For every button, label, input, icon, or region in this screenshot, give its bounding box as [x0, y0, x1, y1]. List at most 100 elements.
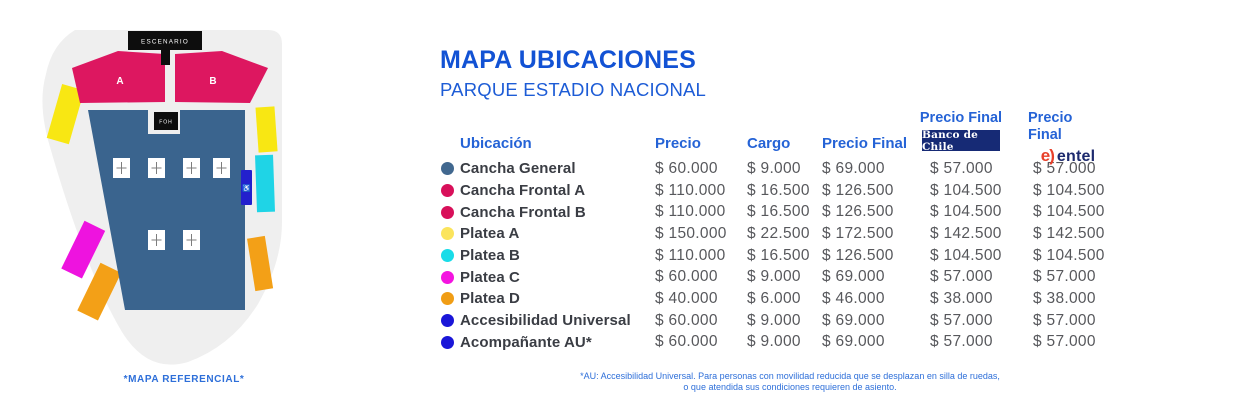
cell-banco: $ 104.500 — [930, 203, 1002, 221]
map-section-b-label: B — [209, 76, 216, 87]
section-label: Accesibilidad Universal — [460, 312, 631, 330]
cell-entel: $ 57.000 — [1033, 159, 1096, 177]
cell-precio: $ 60.000 — [655, 311, 718, 329]
section-label: Cancha Frontal A — [460, 182, 586, 200]
ubicacion-cell: Accesibilidad Universal — [440, 312, 655, 329]
section-color-dot — [441, 184, 454, 198]
ubicacion-cell: Platea A — [440, 225, 655, 242]
ubicacion-cell: Acompañante AU* — [440, 334, 655, 351]
table-row: Platea C $ 60.000 $ 9.000 $ 69.000 $ 57.… — [440, 266, 1140, 288]
cell-entel: $ 57.000 — [1033, 268, 1096, 286]
cell-banco: $ 57.000 — [930, 268, 993, 286]
cell-precio-final: $ 126.500 — [822, 246, 894, 264]
venue-map: A B ESCENARIO FOH ♿ — [30, 22, 290, 372]
cell-cargo: $ 16.500 — [747, 246, 810, 264]
section-color-dot — [441, 205, 454, 219]
map-caption: *MAPA REFERENCIAL* — [123, 374, 245, 385]
map-platea-a-right — [255, 106, 278, 153]
stage-box — [128, 31, 202, 50]
section-label: Cancha Frontal B — [460, 203, 586, 221]
col-header-cargo: Cargo — [747, 135, 791, 152]
section-label: Platea C — [460, 268, 520, 286]
cell-cargo: $ 9.000 — [747, 333, 801, 351]
section-color-dot — [441, 314, 454, 328]
cell-precio-final: $ 69.000 — [822, 268, 885, 286]
ubicacion-cell: Cancha General — [440, 160, 655, 177]
cell-precio-final: $ 172.500 — [822, 224, 894, 242]
cell-precio: $ 110.000 — [655, 181, 726, 199]
tower-boxes — [113, 158, 230, 250]
map-platea-d-left — [77, 262, 122, 321]
col-header-ubicacion: Ubicación — [460, 135, 532, 152]
cell-precio: $ 60.000 — [655, 333, 718, 351]
section-label: Platea B — [460, 247, 520, 265]
cell-cargo: $ 16.500 — [747, 181, 810, 199]
map-platea-b — [255, 154, 276, 213]
cell-precio: $ 150.000 — [655, 224, 727, 242]
foh-box — [154, 112, 178, 130]
section-color-dot — [441, 270, 454, 284]
ubicacion-cell: Cancha Frontal B — [440, 204, 655, 221]
table-row: Platea A $ 150.000 $ 22.500 $ 172.500 $ … — [440, 223, 1140, 245]
cell-precio-final: $ 69.000 — [822, 159, 885, 177]
cell-entel: $ 104.500 — [1033, 203, 1105, 221]
wheelchair-icon: ♿ — [242, 184, 251, 193]
cell-banco: $ 142.500 — [930, 224, 1002, 242]
map-platea-d-right — [247, 235, 274, 292]
entel-logo: e) entel — [1041, 146, 1095, 166]
cell-precio-final: $ 46.000 — [822, 289, 885, 307]
pricing-table: Ubicación Precio Cargo Precio Final Prec… — [440, 106, 1140, 353]
map-platea-a-left — [46, 84, 85, 145]
entel-precio-final-label: Precio Final — [1028, 110, 1073, 143]
section-color-dot — [441, 227, 454, 241]
cell-entel: $ 57.000 — [1033, 333, 1096, 351]
map-cancha-frontal-b — [175, 51, 268, 103]
table-row: Accesibilidad Universal $ 60.000 $ 9.000… — [440, 310, 1140, 332]
cell-cargo: $ 9.000 — [747, 268, 801, 286]
cell-precio: $ 40.000 — [655, 289, 718, 307]
page-title: MAPA UBICACIONES — [440, 46, 696, 74]
cell-entel: $ 38.000 — [1033, 289, 1096, 307]
cell-entel: $ 142.500 — [1033, 224, 1105, 242]
entel-wordmark: entel — [1056, 148, 1096, 165]
entel-e-icon: e) — [1040, 146, 1055, 165]
section-color-dot — [441, 249, 454, 263]
col-header-banco: Precio Final Banco de Chile — [918, 110, 1004, 153]
ubicacion-cell: Platea C — [440, 269, 655, 286]
ubicacion-cell: Platea B — [440, 247, 655, 264]
table-row: Cancha Frontal B $ 110.000 $ 16.500 $ 12… — [440, 201, 1140, 223]
footnote-line2: o que atendida sus condiciones requieren… — [683, 382, 897, 392]
stage-label: ESCENARIO — [141, 39, 189, 46]
cell-entel: $ 104.500 — [1033, 181, 1105, 199]
col-header-precio: Precio — [655, 135, 701, 152]
cell-banco: $ 104.500 — [930, 246, 1002, 264]
table-row: Cancha General $ 60.000 $ 9.000 $ 69.000… — [440, 158, 1140, 180]
cell-precio-final: $ 126.500 — [822, 203, 894, 221]
section-label: Platea A — [460, 225, 520, 243]
map-cancha-frontal-a — [72, 51, 165, 103]
ubicacion-cell: Cancha Frontal A — [440, 182, 655, 199]
stage-stub — [161, 50, 170, 65]
cell-precio: $ 60.000 — [655, 268, 718, 286]
col-header-entel: Precio Final e) entel — [1028, 110, 1108, 166]
cell-precio-final: $ 69.000 — [822, 333, 885, 351]
table-row: Acompañante AU* $ 60.000 $ 9.000 $ 69.00… — [440, 332, 1140, 354]
cell-banco: $ 57.000 — [930, 311, 993, 329]
foh-label: FOH — [159, 120, 173, 126]
cell-cargo: $ 9.000 — [747, 159, 801, 177]
section-label: Platea D — [460, 290, 520, 308]
cell-cargo: $ 9.000 — [747, 311, 801, 329]
cell-banco: $ 57.000 — [930, 333, 993, 351]
table-row: Cancha Frontal A $ 110.000 $ 16.500 $ 12… — [440, 180, 1140, 202]
section-label: Acompañante AU* — [460, 333, 592, 351]
table-rows: Cancha General $ 60.000 $ 9.000 $ 69.000… — [440, 158, 1140, 353]
cell-banco: $ 38.000 — [930, 289, 993, 307]
section-label: Cancha General — [460, 160, 576, 178]
ubicacion-cell: Platea D — [440, 290, 655, 307]
footnote: *AU: Accesibilidad Universal. Para perso… — [440, 371, 1140, 393]
venue-map-svg: A B ESCENARIO FOH ♿ — [42, 30, 282, 365]
banco-de-chile-logo: Banco de Chile — [922, 129, 1000, 153]
cell-precio: $ 110.000 — [655, 246, 726, 264]
cell-entel: $ 104.500 — [1033, 246, 1105, 264]
map-platea-c — [61, 220, 106, 279]
